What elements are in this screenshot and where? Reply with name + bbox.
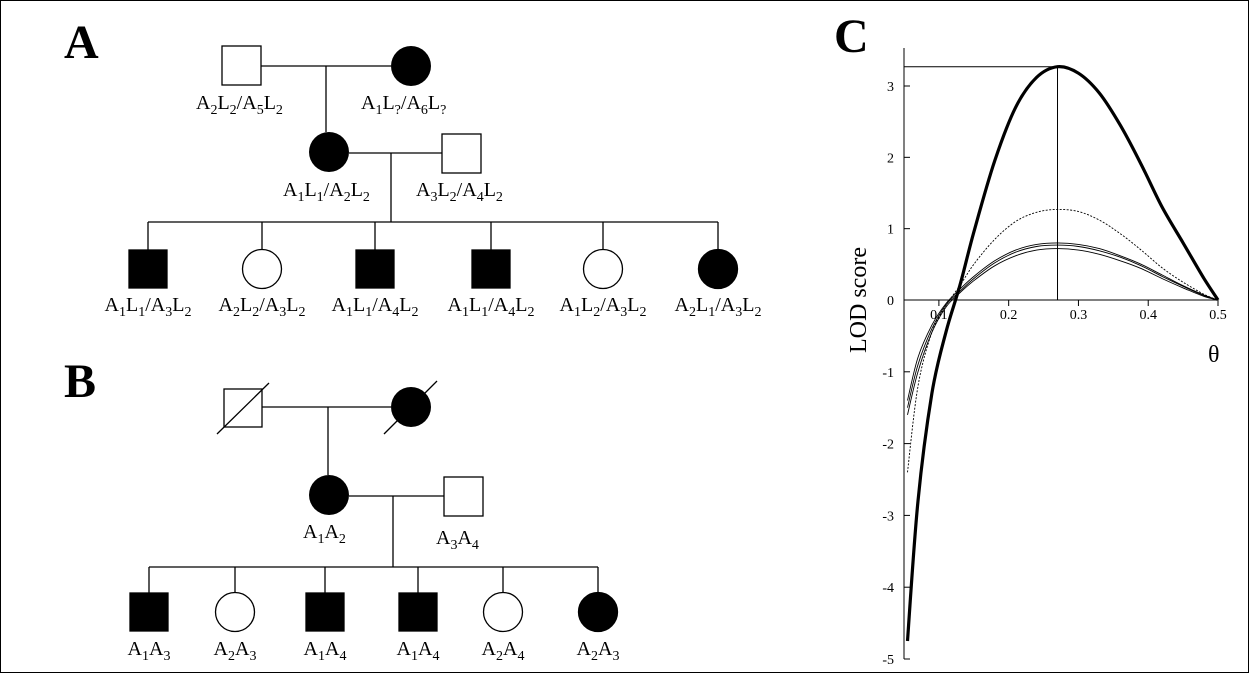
children-row: A1​L1​/A3​L2​ A2​L2​/A3​L2​ A1​L1​/A4​L2​ A… — [105, 222, 762, 320]
x-tick-label: 0.3 — [1070, 308, 1088, 323]
b-child-5-genotype: A2​A4​ — [482, 638, 525, 664]
a-child-3-genotype: A1​L1​/A4​L2​ — [332, 294, 419, 320]
panel-b: B A1​A2​ A3​A4​ A1​A3​ A2​A3​ A1​A4​ A1​A4​… — [64, 355, 619, 664]
b-child-4-square — [398, 592, 438, 632]
father-genotype-b: A3​A4​ — [436, 527, 479, 553]
a-child-6-circle — [697, 248, 739, 290]
x-tick-label: 0.5 — [1209, 308, 1227, 323]
father-square — [441, 133, 482, 174]
y-tick-label: 3 — [887, 80, 894, 95]
b-child-6-circle — [577, 591, 619, 633]
father-genotype: A3​L2​/A4​L2​ — [416, 179, 503, 205]
b-child-3-square — [305, 592, 345, 632]
y-tick-label: -5 — [882, 653, 894, 668]
a-child-3-square — [355, 249, 395, 289]
grandmother-genotype: A1​L?​/A6​L?​ — [361, 92, 446, 118]
b-child-5-circle — [482, 591, 524, 633]
b-child-6-genotype: A2​A3​ — [577, 638, 620, 664]
x-tick-label: 0.2 — [1000, 308, 1018, 323]
panel-b-label: B — [64, 355, 96, 408]
a-child-2-circle — [241, 248, 283, 290]
a-child-5-genotype: A1​L2​/A3​L2​ — [560, 294, 647, 320]
y-tick-label: -1 — [882, 366, 894, 381]
b-child-2-genotype: A2​A3​ — [214, 638, 257, 664]
y-tick-label: -4 — [882, 581, 894, 596]
lod-series-5-line — [907, 248, 1219, 416]
a-child-4-genotype: A1​L1​/A4​L2​ — [448, 294, 535, 320]
y-tick-label: -2 — [882, 438, 894, 453]
mother-genotype: A1​L1​/A2​L2​ — [283, 179, 370, 205]
a-child-1-square — [128, 249, 168, 289]
lod-series-2-line — [907, 208, 1219, 473]
b-child-4-genotype: A1​A4​ — [397, 638, 440, 664]
deceased-slash-grandmother — [383, 380, 438, 435]
mother-genotype-b: A1​A2​ — [303, 521, 346, 547]
x-tick-label: 0.4 — [1139, 308, 1157, 323]
a-child-6-genotype: A2​L1​/A3​L2​ — [675, 294, 762, 320]
deceased-slash-grandfather — [216, 382, 270, 435]
b-child-1-genotype: A1​A3​ — [128, 638, 171, 664]
y-tick-label: 0 — [887, 294, 894, 309]
a-child-1-genotype: A1​L1​/A3​L2​ — [105, 294, 192, 320]
children-row-b: A1​A3​ A2​A3​ A1​A4​ A1​A4​ A2​A4​ A2​A3​ — [128, 567, 620, 664]
lod-series-4-line — [907, 244, 1219, 408]
a-child-2-genotype: A2​L2​/A3​L2​ — [219, 294, 306, 320]
y-tick-label: 1 — [887, 223, 894, 238]
panel-a-label: A — [64, 16, 99, 69]
grandmother-circle-affected — [391, 46, 431, 86]
lod-series-3-line — [907, 242, 1219, 401]
b-child-3-genotype: A1​A4​ — [304, 638, 347, 664]
grandfather-genotype: A2​L2​/A5​L2​ — [196, 92, 283, 118]
x-axis-title: θ — [1208, 342, 1220, 368]
panel-a: A A2​L2​/A5​L2​ A1​L?​/A6​L?​ A1​L1​/A2​… — [64, 16, 761, 320]
panel-c-label: C — [834, 10, 869, 63]
lod-series-1-line — [905, 64, 1220, 642]
a-child-4-square — [471, 249, 511, 289]
y-tick-label: 2 — [887, 151, 894, 166]
mother-circle-affected — [309, 132, 349, 172]
b-child-1-square — [129, 592, 169, 632]
y-axis-title: LOD score — [846, 247, 872, 353]
y-tick-label: -3 — [882, 509, 894, 524]
a-child-5-circle — [582, 248, 624, 290]
mother-circle-affected-b — [309, 475, 349, 515]
father-square-b — [443, 476, 484, 517]
b-child-2-circle — [214, 591, 256, 633]
grandfather-square — [221, 45, 262, 86]
